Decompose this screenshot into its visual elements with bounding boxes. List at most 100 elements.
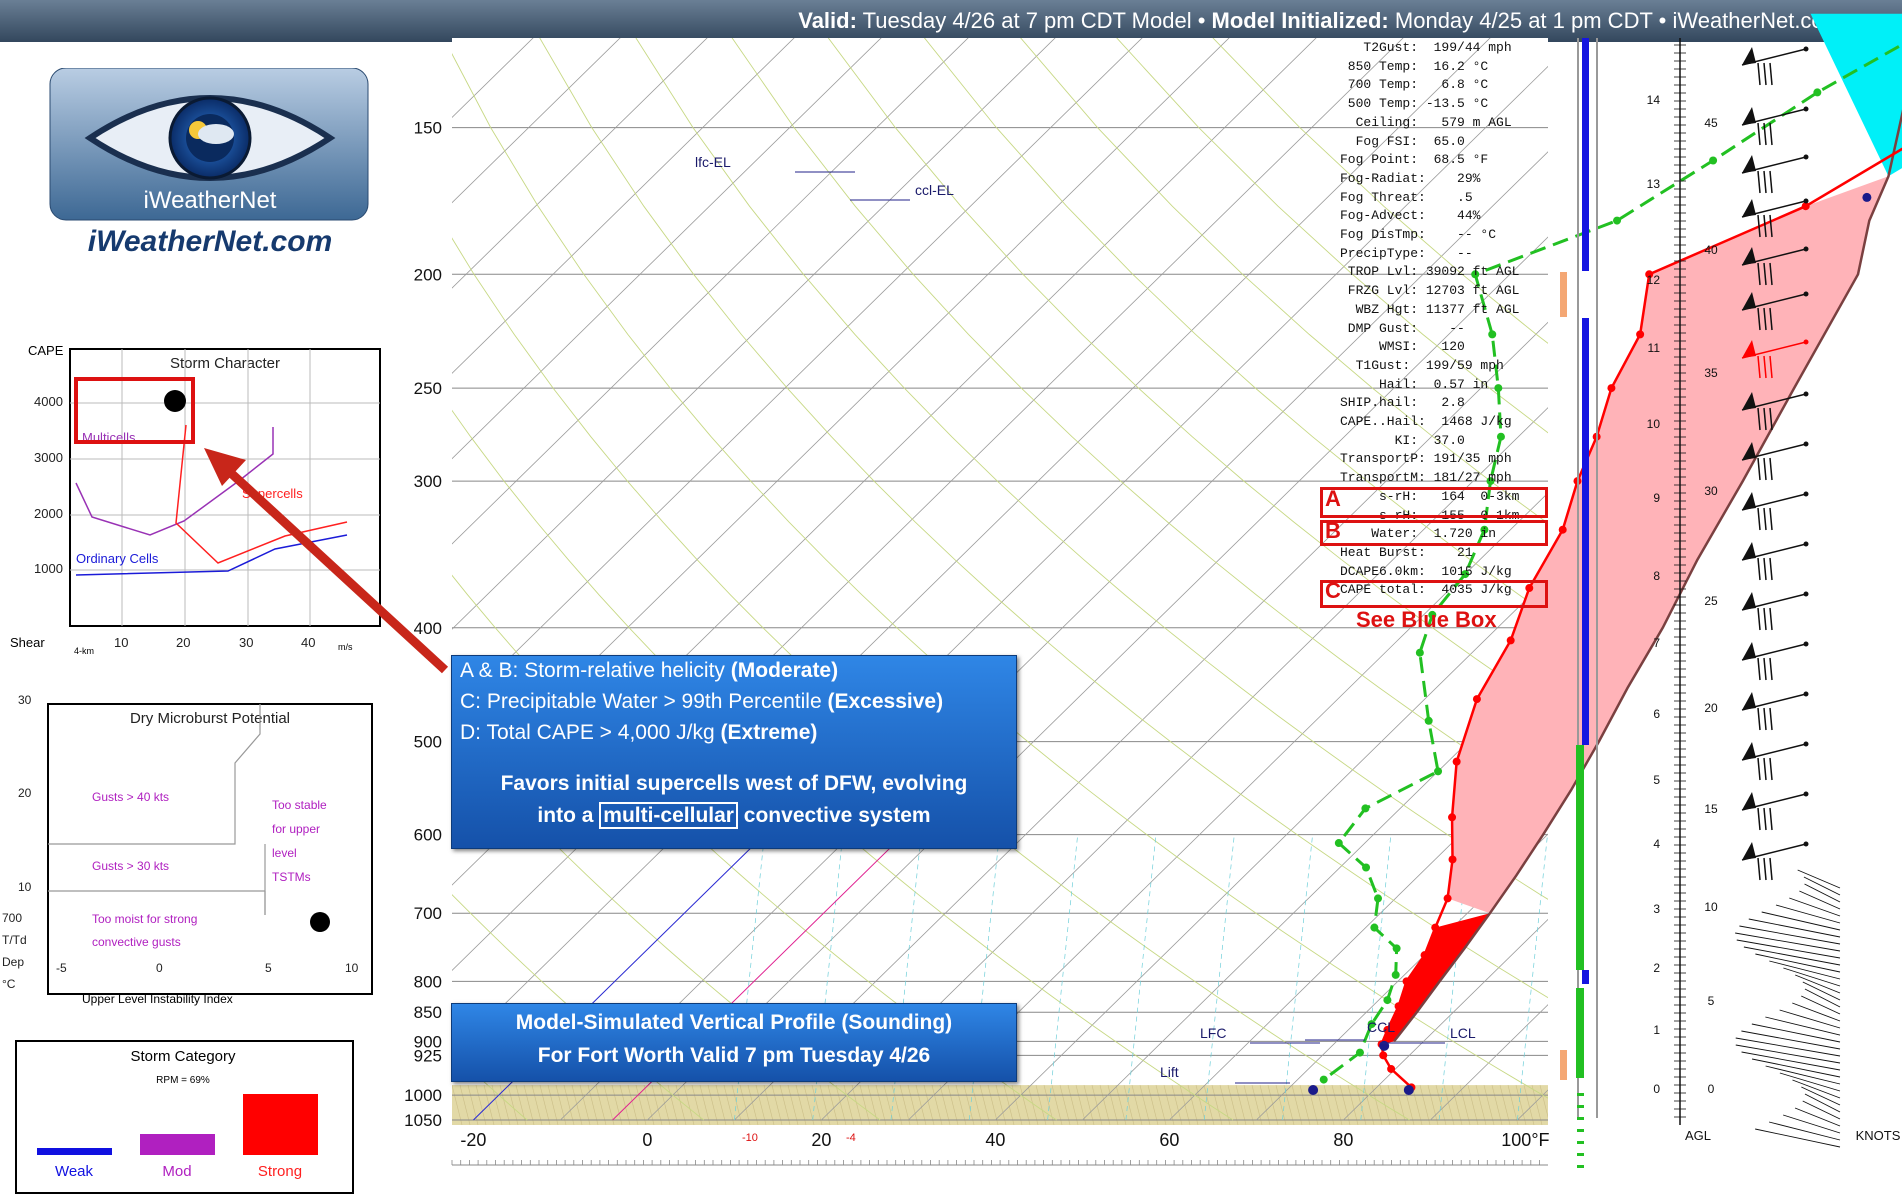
neg-area-upper bbox=[1810, 13, 1902, 177]
see-blue-box-label: See Blue Box bbox=[1356, 607, 1497, 632]
too-stable-label: TSTMs bbox=[272, 870, 311, 884]
height-kft-tick: 40 bbox=[1704, 243, 1718, 257]
storm-category-title: Storm Category bbox=[130, 1048, 236, 1065]
cape-axis-title: CAPE bbox=[28, 343, 64, 358]
temperature-point bbox=[1636, 330, 1645, 339]
separator: • bbox=[1197, 8, 1206, 33]
height-km-tick: 12 bbox=[1647, 273, 1661, 287]
sounding-caption: Model-Simulated Vertical Profile (Soundi… bbox=[451, 1003, 1017, 1082]
too-stable-label: Too stable bbox=[272, 798, 327, 812]
index-line: Heat Burst: 21 bbox=[1340, 544, 1473, 560]
cape-area bbox=[1447, 176, 1889, 914]
pressure-tick: 900 bbox=[414, 1032, 442, 1051]
water-highlight-box bbox=[1320, 520, 1548, 546]
side-bars bbox=[1560, 38, 1598, 1168]
gusts-30-label: Gusts > 30 kts bbox=[92, 859, 169, 873]
height-kft-tick: 25 bbox=[1704, 594, 1718, 608]
height-km-tick: 3 bbox=[1653, 902, 1660, 916]
pressure-tick: 200 bbox=[414, 265, 442, 284]
height-km-tick: 10 bbox=[1647, 417, 1661, 431]
temperature-point bbox=[1801, 202, 1810, 211]
height-km-tick: 9 bbox=[1653, 491, 1660, 505]
index-line: WBZ Hgt: 11377 ft AGL bbox=[1340, 301, 1520, 317]
celsius-tick: -4 bbox=[846, 1132, 856, 1144]
height-km-tick: 13 bbox=[1647, 177, 1661, 191]
mod-bar bbox=[140, 1134, 215, 1155]
lift-label: Lift bbox=[1160, 1064, 1179, 1080]
shear-tick: 10 bbox=[114, 635, 128, 650]
dewpoint-point bbox=[1415, 648, 1424, 657]
tt-axis-title: Dep bbox=[2, 955, 24, 969]
callout-line2: C: Precipitable Water > 99th Percentile bbox=[460, 690, 828, 713]
site-name: iWeatherNet.com bbox=[1672, 8, 1842, 33]
cape-tick: 1000 bbox=[34, 561, 63, 576]
surface-point bbox=[1403, 1084, 1414, 1095]
dewpoint-point bbox=[1813, 88, 1822, 97]
dewpoint-point bbox=[1334, 839, 1343, 848]
height-kft-tick: 10 bbox=[1704, 900, 1718, 914]
height-km-tick: 11 bbox=[1648, 341, 1661, 355]
dewpoint-point bbox=[1461, 570, 1470, 579]
cape-tick: 3000 bbox=[34, 450, 63, 465]
callout-line2-bold: (Excessive) bbox=[827, 690, 944, 713]
height-km-tick: 1 bbox=[1653, 1023, 1660, 1037]
logo-small-text: iWeatherNet bbox=[144, 187, 277, 214]
temperature-point bbox=[1443, 894, 1452, 903]
weak-label: Weak bbox=[55, 1163, 94, 1180]
dewpoint-point bbox=[1392, 944, 1401, 953]
pressure-tick: 150 bbox=[414, 119, 442, 138]
height-kft-tick: 15 bbox=[1704, 802, 1718, 816]
temperature-tick: 100°F bbox=[1501, 1130, 1549, 1150]
dewpoint-point bbox=[1496, 432, 1505, 441]
index-line: FRZG Lvl: 12703 ft AGL bbox=[1340, 283, 1520, 299]
pressure-tick: 800 bbox=[414, 972, 442, 991]
dewpoint-point bbox=[1494, 384, 1503, 393]
callout-line5a: into a bbox=[537, 804, 600, 827]
dewpoint-point bbox=[1424, 716, 1433, 725]
lfc-el-label: lfc-EL bbox=[695, 154, 731, 170]
caption-line1: Model-Simulated Vertical Profile (Soundi… bbox=[515, 1011, 953, 1034]
temperature-tick: 80 bbox=[1333, 1130, 1353, 1150]
init-label: Model Initialized: bbox=[1211, 8, 1389, 33]
dewpoint-point bbox=[1486, 477, 1495, 486]
temperature-point bbox=[1448, 855, 1457, 864]
mod-label: Mod bbox=[162, 1163, 191, 1180]
cape-tick: 2000 bbox=[34, 506, 63, 521]
box-label-b: B bbox=[1325, 518, 1341, 543]
rpm-text: RPM = 69% bbox=[156, 1075, 210, 1086]
separator: • bbox=[1658, 8, 1667, 33]
storm-character-title: Storm Character bbox=[170, 355, 280, 372]
index-line: TransportP: 191/35 mph bbox=[1340, 451, 1512, 467]
parcel-line bbox=[1393, 109, 1902, 1043]
too-moist-label: Too moist for strong bbox=[92, 912, 197, 926]
agl-label: AGL bbox=[1685, 1128, 1711, 1143]
index-line: Fog-Radiat: 29% bbox=[1340, 170, 1481, 186]
index-line: DCAPE6.0km: 1015 J/kg bbox=[1340, 563, 1512, 579]
index-line: CAPE..Hail: 1468 J/kg bbox=[1340, 414, 1512, 429]
callout-line4: Favors initial supercells west of DFW, e… bbox=[500, 772, 968, 795]
cape-highlight-box bbox=[1320, 580, 1548, 608]
dewpoint-point bbox=[1370, 923, 1379, 932]
uli-tick: 0 bbox=[156, 961, 163, 975]
index-line: DMP Gust: -- bbox=[1340, 320, 1465, 336]
index-line: SHIP.hail: 2.8 bbox=[1340, 395, 1465, 411]
too-stable-label: level bbox=[272, 846, 297, 860]
temperature-point bbox=[1472, 695, 1481, 704]
dewpoint-point bbox=[1361, 804, 1370, 813]
height-km-tick: 14 bbox=[1647, 93, 1661, 107]
index-line: Fog DisTmp: -- °C bbox=[1340, 227, 1497, 242]
wind-profile: 14131211109876543210454035302520151050AG… bbox=[1647, 38, 1901, 1148]
index-line: Fog Point: 68.5 °F bbox=[1340, 152, 1489, 168]
analysis-callout: A & B: Storm-relative helicity (Moderate… bbox=[451, 655, 1017, 849]
temperature-point bbox=[1607, 384, 1616, 393]
callout-line5-boxed: multi-cellular bbox=[599, 802, 738, 829]
temperature-tick: -20 bbox=[460, 1130, 486, 1150]
dewpoint-point bbox=[1367, 1020, 1376, 1029]
too-stable-label: for upper bbox=[272, 822, 320, 836]
weak-bar bbox=[37, 1148, 112, 1155]
callout-line3-bold: (Extreme) bbox=[720, 721, 818, 744]
cin-area bbox=[1381, 913, 1490, 1045]
height-kft-tick: 45 bbox=[1704, 116, 1718, 130]
shear-axis-sub: 4-km bbox=[74, 646, 94, 656]
index-line: KI: 37.0 bbox=[1340, 432, 1465, 448]
